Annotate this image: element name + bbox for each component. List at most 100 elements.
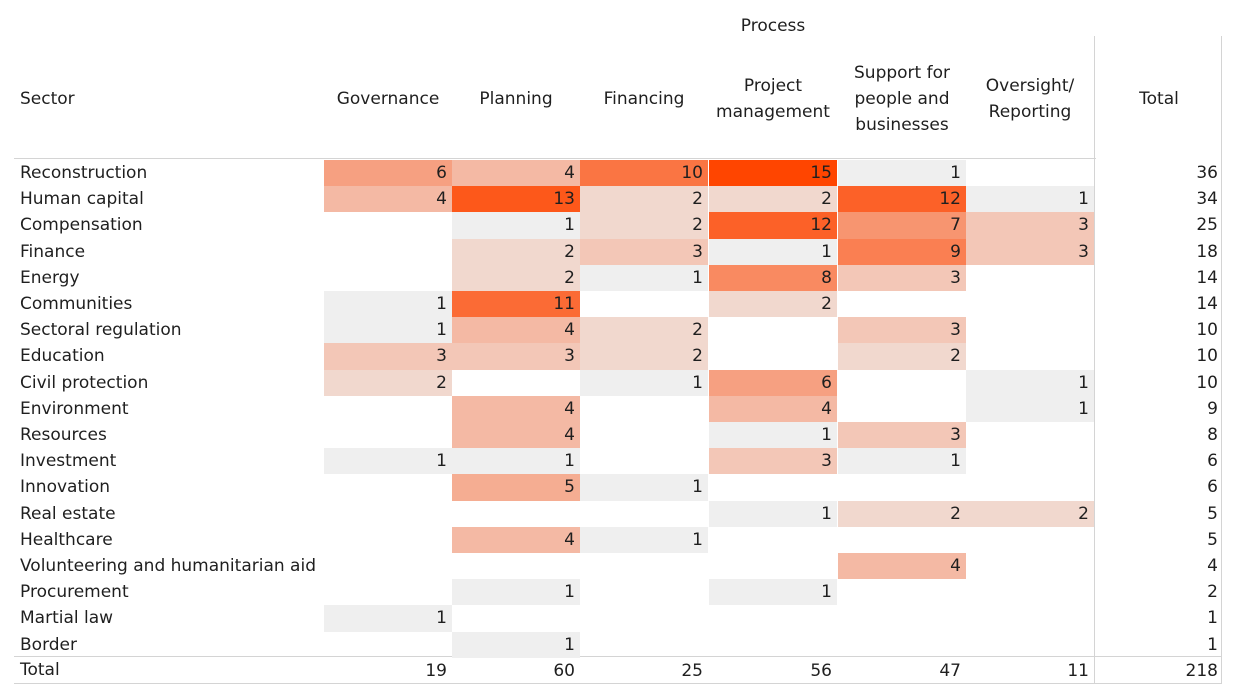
total-column-header: Total — [1139, 89, 1179, 109]
heatmap-cell: 1 — [709, 579, 837, 606]
column-total: 60 — [553, 661, 575, 681]
heatmap-cell: 4 — [838, 553, 966, 580]
row-label: Innovation — [20, 477, 111, 498]
heatmap-cell: 1 — [838, 160, 966, 187]
heatmap-cell: 3 — [838, 264, 966, 291]
column-header: Oversight/Reporting — [985, 76, 1075, 122]
row-total: 5 — [1207, 503, 1218, 524]
heatmap-cell: 4 — [452, 526, 580, 553]
heatmap-cell: 4 — [452, 160, 580, 187]
heatmap-cell: 1 — [452, 579, 580, 606]
row-label: Compensation — [20, 215, 143, 236]
heatmap-cell: 4 — [452, 422, 580, 449]
heatmap-cell: 10 — [580, 160, 708, 187]
heatmap-cell: 1 — [838, 448, 966, 475]
row-label: Communities — [20, 294, 133, 314]
column-total: 56 — [810, 661, 832, 681]
row-label: Martial law — [20, 608, 114, 629]
heatmap-cell: 3 — [580, 238, 708, 265]
heatmap-cell: 9 — [838, 238, 966, 265]
row-label: Border — [20, 634, 77, 655]
row-total: 1 — [1207, 634, 1218, 655]
totals-divider — [14, 656, 1222, 657]
row-label: Sectoral regulation — [20, 320, 182, 341]
heatmap-cell: 15 — [709, 160, 837, 187]
row-total: 9 — [1207, 398, 1218, 419]
heatmap-cell: 1 — [966, 395, 1094, 422]
heatmap-cell: 2 — [324, 369, 452, 396]
column-total: 25 — [681, 661, 703, 681]
heatmap-cell: 2 — [838, 500, 966, 527]
row-total: 5 — [1207, 529, 1218, 550]
heatmap-cell: 1 — [324, 448, 452, 475]
heatmap-cell: 3 — [709, 448, 837, 475]
row-total: 18 — [1196, 241, 1218, 262]
heatmap-cell: 11 — [452, 291, 580, 318]
row-label: Procurement — [20, 582, 129, 603]
heatmap-cell: 8 — [709, 264, 837, 291]
heatmap-cell: 1 — [452, 212, 580, 239]
right-border — [1221, 36, 1222, 684]
column-total: 19 — [425, 661, 447, 681]
row-total: 10 — [1196, 346, 1218, 367]
row-label: Environment — [20, 398, 129, 419]
bottom-border — [14, 683, 1222, 684]
heatmap-cell: 3 — [838, 317, 966, 344]
column-header: Planning — [479, 89, 553, 109]
row-label: Resources — [20, 425, 107, 445]
column-header: Financing — [603, 89, 685, 109]
total-row-label: Total — [20, 660, 60, 680]
heatmap-cell: 1 — [324, 291, 452, 318]
column-header: Support for people and businesses — [854, 63, 950, 135]
heatmap-cell: 1 — [580, 264, 708, 291]
total-column-divider — [1094, 36, 1095, 684]
heatmap-cell: 2 — [452, 264, 580, 291]
heatmap-cell: 1 — [324, 317, 452, 344]
heatmap-cell: 1 — [709, 238, 837, 265]
row-total: 6 — [1207, 477, 1218, 498]
heatmap-cell: 4 — [324, 186, 452, 213]
heatmap-cell: 3 — [838, 422, 966, 449]
row-label: Civil protection — [20, 372, 149, 393]
heatmap-cell: 1 — [580, 526, 708, 553]
heatmap-cell: 2 — [452, 238, 580, 265]
row-label: Reconstruction — [20, 163, 148, 183]
heatmap-cell: 3 — [966, 212, 1094, 239]
heatmap-cell: 2 — [580, 186, 708, 213]
column-header: Governance — [336, 89, 440, 109]
row-label: Investment — [20, 451, 117, 472]
row-total: 1 — [1207, 608, 1218, 629]
heatmap-cell: 1 — [324, 605, 452, 632]
heatmap-cell: 2 — [709, 291, 837, 318]
row-label: Energy — [20, 267, 80, 288]
row-label: Human capital — [20, 189, 144, 210]
sector-column-header: Sector — [20, 89, 75, 109]
heatmap-cell: 4 — [452, 317, 580, 344]
heatmap-cell: 2 — [580, 343, 708, 370]
heatmap-cell: 13 — [452, 186, 580, 213]
row-total: 14 — [1196, 267, 1218, 288]
heatmap-cell: 1 — [452, 448, 580, 475]
row-total: 34 — [1196, 189, 1218, 210]
row-total: 10 — [1196, 320, 1218, 341]
heatmap-cell: 4 — [452, 395, 580, 422]
row-total: 8 — [1207, 425, 1218, 445]
heatmap-cell: 12 — [838, 186, 966, 213]
row-label: Real estate — [20, 503, 116, 524]
process-header: Process — [740, 16, 806, 36]
heatmap-cell: 2 — [580, 212, 708, 239]
row-total: 2 — [1207, 582, 1218, 603]
heatmap-cell: 1 — [580, 474, 708, 501]
row-total: 36 — [1196, 163, 1218, 183]
grand-total: 218 — [1185, 661, 1218, 681]
heatmap-cell: 2 — [709, 186, 837, 213]
heatmap-cell: 5 — [452, 474, 580, 501]
heatmap-cell: 1 — [452, 631, 580, 658]
row-label: Finance — [20, 241, 86, 262]
heatmap-cell: 1 — [966, 186, 1094, 213]
row-label: Healthcare — [20, 529, 113, 550]
heatmap-cell: 1 — [709, 500, 837, 527]
column-total: 47 — [939, 661, 961, 681]
heatmap-cell: 1 — [709, 422, 837, 449]
heatmap-cell: 4 — [709, 395, 837, 422]
